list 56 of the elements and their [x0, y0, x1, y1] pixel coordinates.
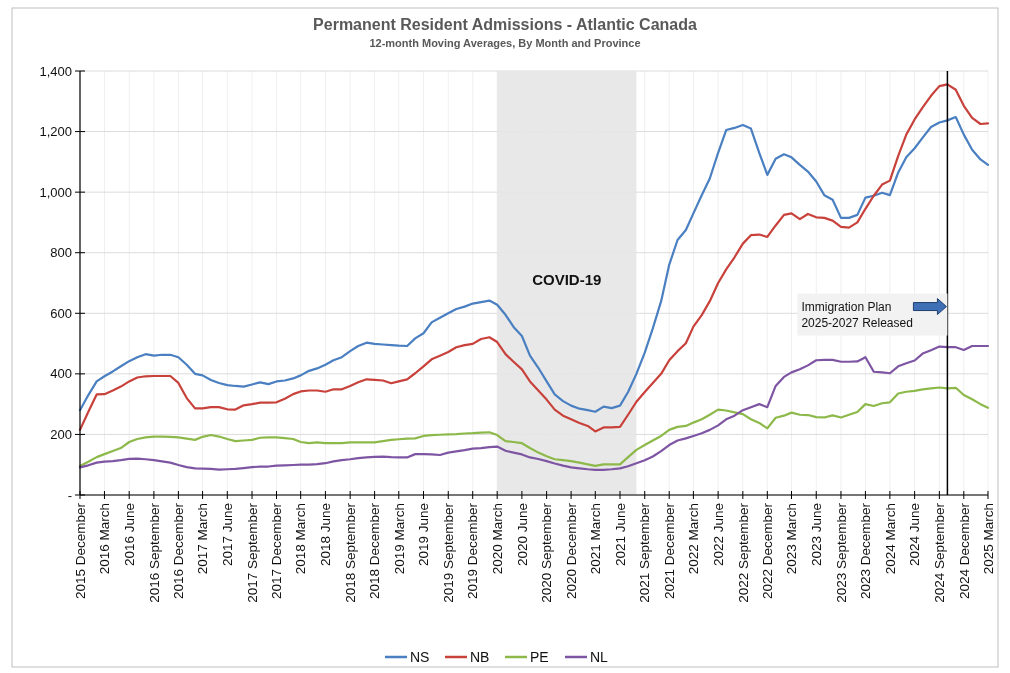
chart-title: Permanent Resident Admissions - Atlantic Canada	[313, 16, 697, 33]
x-tick-label: 2018 December	[367, 502, 383, 600]
y-tick-label: 400	[50, 366, 72, 382]
x-tick-label: 2018 March	[293, 503, 309, 575]
y-tick-label: 1,200	[39, 124, 72, 140]
x-tick-label: 2020 December	[563, 502, 579, 600]
chart-subtitle: 12-month Moving Averages, By Month and Province	[369, 37, 641, 49]
x-tick-label: 2023 December	[858, 502, 874, 600]
x-tick-label: 2022 March	[686, 503, 702, 575]
x-tick-label: 2017 December	[269, 502, 285, 600]
x-tick-label: 2024 June	[907, 503, 923, 567]
x-tick-label: 2020 June	[514, 503, 530, 567]
x-tick-label: 2021 June	[612, 503, 628, 567]
y-tick-label: 600	[50, 305, 72, 321]
x-tick-label: 2019 March	[391, 503, 407, 575]
x-tick-label: 2022 June	[710, 503, 726, 567]
legend-label: NL	[590, 648, 609, 665]
legend-label: NS	[410, 648, 430, 665]
line-series	[78, 386, 990, 468]
band-label: COVID-19	[532, 271, 602, 289]
x-tick-label: 2016 December	[171, 502, 187, 600]
x-tick-label: 2024 March	[882, 503, 898, 575]
x-tick-label: 2019 December	[465, 502, 481, 600]
x-tick-label: 2020 March	[489, 503, 505, 575]
x-tick-label: 2018 September	[342, 502, 358, 603]
x-tick-label: 2017 September	[244, 502, 260, 603]
ref-line-label: Immigration Plan 2025-2027 Released	[801, 299, 913, 330]
y-tick-label: 1,400	[39, 63, 72, 79]
x-tick-label: 2021 March	[588, 503, 604, 575]
line-series	[78, 344, 990, 471]
x-tick-label: 2024 September	[932, 502, 948, 603]
x-tick-label: 2022 September	[735, 502, 751, 603]
x-tick-label: 2024 December	[956, 502, 972, 600]
x-tick-label: 2017 March	[195, 503, 211, 575]
x-tick-label: 2023 September	[833, 502, 849, 603]
legend-label: PE	[530, 648, 549, 665]
y-tick-label: 1,000	[39, 184, 72, 200]
x-tick-label: 2015 December	[72, 502, 88, 600]
legend-label: NB	[470, 648, 490, 665]
x-tick-label: 2019 September	[440, 502, 456, 603]
y-tick-label: -	[67, 487, 72, 503]
x-tick-label: 2021 December	[661, 502, 677, 600]
x-tick-label: 2020 September	[539, 502, 555, 603]
x-tick-label: 2018 June	[318, 503, 334, 567]
x-tick-label: 2017 June	[220, 503, 236, 567]
x-tick-label: 2021 September	[637, 502, 653, 603]
x-tick-label: 2016 March	[97, 503, 113, 575]
x-tick-label: 2016 September	[146, 502, 162, 603]
x-tick-label: 2016 June	[121, 503, 137, 567]
x-tick-label: 2023 March	[784, 503, 800, 575]
y-tick-label: 200	[50, 426, 72, 442]
y-tick-label: 800	[50, 245, 72, 261]
x-tick-label: 2023 June	[808, 503, 824, 567]
x-tick-label: 2025 March	[980, 503, 996, 575]
x-tick-label: 2022 December	[760, 502, 776, 600]
x-tick-label: 2019 June	[416, 503, 432, 567]
